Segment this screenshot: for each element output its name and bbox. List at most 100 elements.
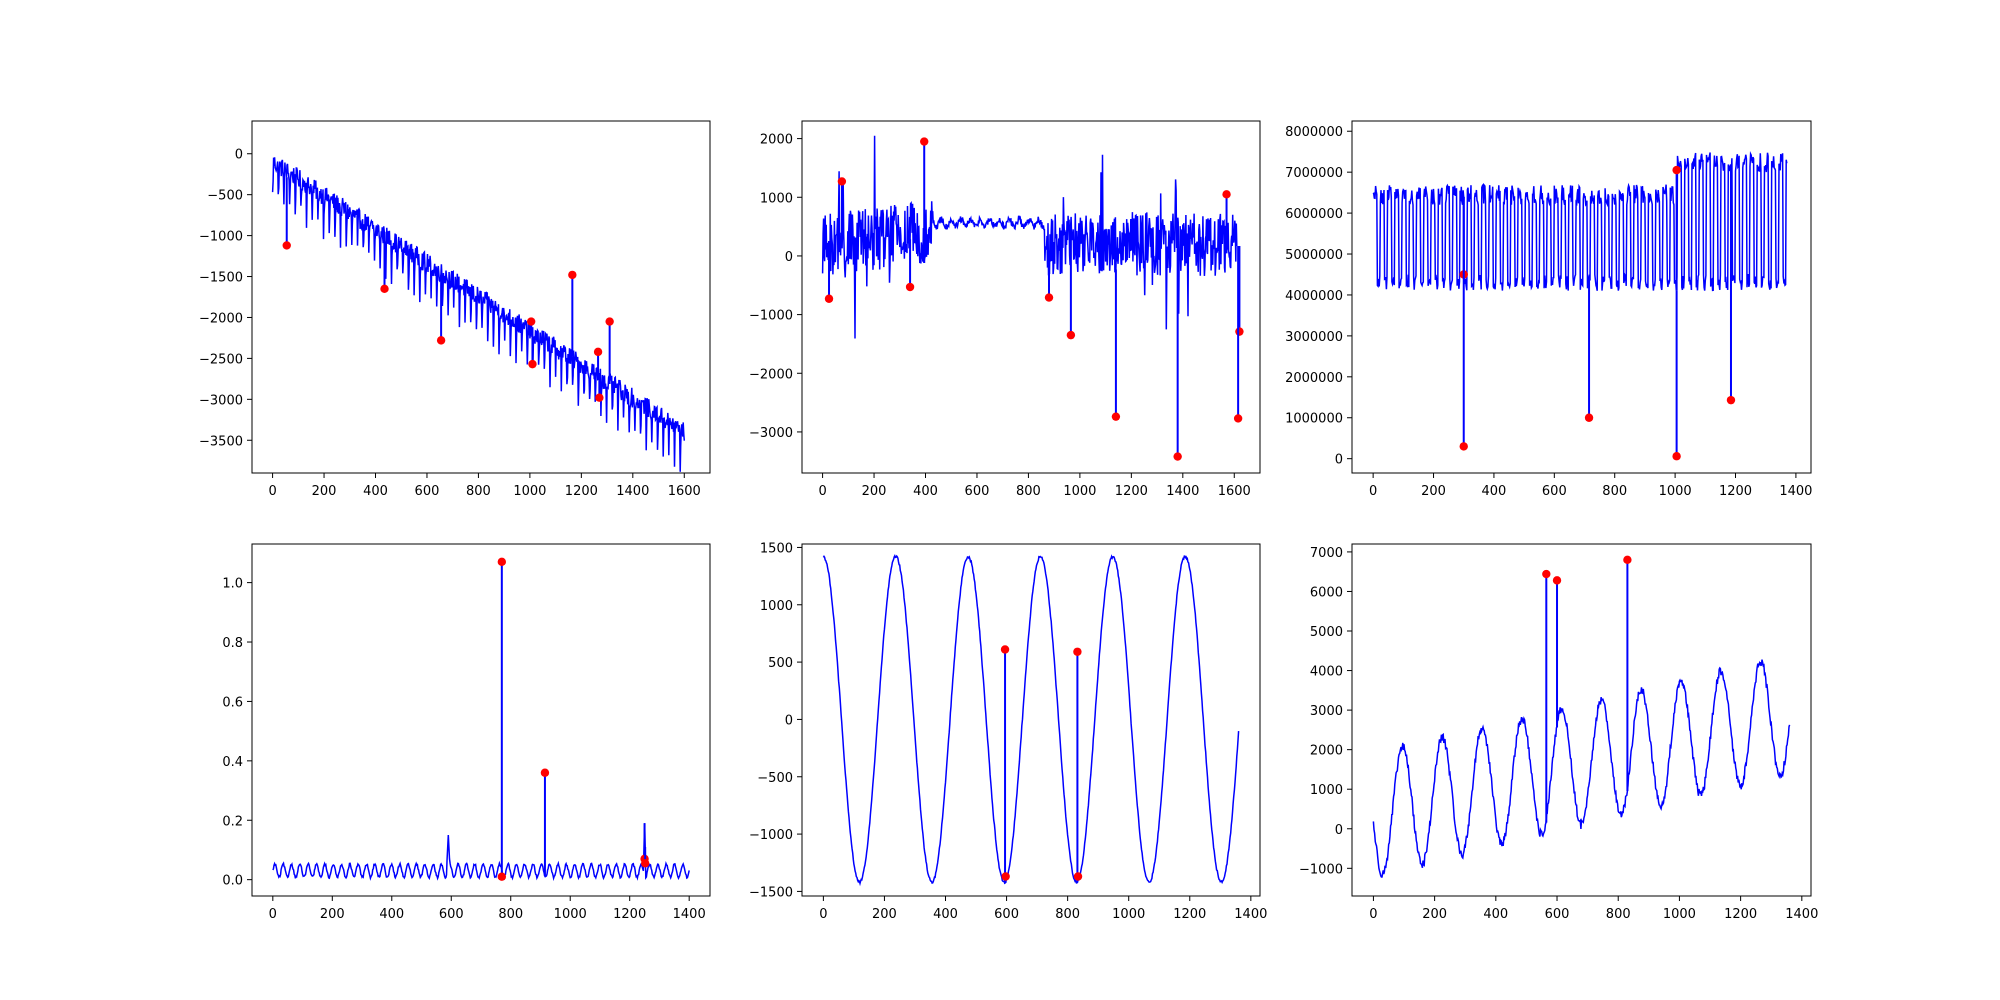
anomaly-marker — [436, 336, 446, 345]
y-tick-label: 2000 — [1310, 744, 1343, 759]
anomaly-marker — [1235, 327, 1244, 336]
y-tick-label: −500 — [207, 189, 243, 204]
x-tick-label: 0 — [269, 907, 277, 922]
anomaly-marker — [528, 359, 537, 369]
anomaly-marker — [593, 347, 603, 357]
y-tick-label: 3000 — [1310, 704, 1343, 719]
y-tick-label: −1000 — [199, 230, 243, 245]
y-tick-label: 1000 — [1310, 783, 1343, 798]
x-tick-label: 0 — [819, 907, 827, 922]
x-tick-label: 800 — [498, 907, 523, 922]
anomaly-marker — [1584, 413, 1594, 422]
x-tick-label: 200 — [320, 907, 345, 922]
x-tick-label: 1400 — [673, 907, 706, 922]
series-line — [1372, 659, 1791, 878]
series-line — [272, 823, 690, 882]
subplot-5: 0 200 400 600 800 1000 1200 1400 1500 1000 500 0 −50… — [749, 541, 1267, 922]
anomaly-marker — [640, 859, 650, 868]
x-tick-label: 200 — [312, 484, 337, 499]
y-tick-label: −2500 — [199, 352, 243, 367]
y-tick-label: 1000000 — [1285, 412, 1343, 427]
y-tick-label: −3000 — [749, 426, 793, 441]
y-tick-label: 1.0 — [222, 577, 243, 592]
y-tick-label: 0.6 — [222, 695, 243, 710]
anomaly-marker — [920, 137, 929, 146]
y-tick-label: −1000 — [1299, 862, 1343, 877]
x-tick-label: 600 — [994, 907, 1019, 922]
y-tick-label: 7000 — [1310, 546, 1343, 561]
x-tick-label: 1400 — [616, 484, 649, 499]
axes-frame — [801, 543, 1261, 897]
x-tick-label: 600 — [965, 484, 990, 499]
y-tick-label: 1000 — [760, 599, 793, 614]
y-tick-label: −2000 — [199, 311, 243, 326]
axes-frame — [801, 120, 1261, 474]
x-tick-label: 1200 — [1719, 484, 1752, 499]
y-tick-label: −2000 — [749, 367, 793, 382]
anomaly-marker — [568, 270, 577, 280]
y-tick-label: 6000 — [1310, 585, 1343, 600]
anomaly-marker — [1000, 645, 1010, 654]
y-tick-label: 4000000 — [1285, 289, 1343, 304]
y-tick-label: −1500 — [749, 885, 793, 900]
x-tick-label: 400 — [363, 484, 388, 499]
anomaly-marker — [1073, 872, 1083, 881]
x-tick-label: 0 — [1369, 907, 1377, 922]
y-tick-label: 0 — [235, 148, 243, 163]
y-tick-label: −500 — [757, 771, 793, 786]
anomaly-marker — [1173, 452, 1182, 461]
y-tick-label: 0.0 — [222, 874, 243, 889]
y-tick-label: −3500 — [199, 434, 243, 449]
x-tick-label: 200 — [862, 484, 887, 499]
x-tick-label: 600 — [415, 484, 440, 499]
y-tick-label: 1000 — [760, 191, 793, 206]
y-tick-label: 7000000 — [1285, 166, 1343, 181]
series-line — [271, 157, 686, 472]
y-tick-label: 0 — [785, 713, 793, 728]
x-tick-label: 800 — [1016, 484, 1041, 499]
x-tick-label: 800 — [1606, 907, 1631, 922]
x-tick-label: 1600 — [1218, 484, 1251, 499]
y-tick-label: 0 — [1335, 823, 1343, 838]
x-tick-label: 1000 — [513, 484, 546, 499]
x-tick-label: 600 — [439, 907, 464, 922]
x-tick-label: 600 — [1542, 484, 1567, 499]
anomaly-marker — [380, 284, 389, 294]
x-tick-label: 0 — [1369, 484, 1377, 499]
anomaly-marker — [1542, 569, 1551, 579]
anomaly-marker — [605, 317, 614, 326]
y-tick-label: 1500 — [760, 541, 793, 556]
subplot-2: 0 200 400 600 800 1000 1200 1400 1600 2000 1000 0 −1… — [749, 120, 1261, 499]
y-tick-label: 3000000 — [1285, 330, 1343, 345]
series-line — [1372, 151, 1788, 292]
x-tick-label: 200 — [1422, 907, 1447, 922]
y-tick-label: 4000 — [1310, 665, 1343, 680]
x-tick-label: 1200 — [1115, 484, 1148, 499]
x-tick-label: 1200 — [565, 484, 598, 499]
axes-frame — [251, 543, 711, 897]
x-tick-label: 1400 — [1785, 907, 1818, 922]
anomaly-marker — [540, 768, 550, 777]
x-tick-label: 400 — [1482, 484, 1507, 499]
y-tick-label: 0.2 — [222, 814, 243, 829]
anomaly-marker — [497, 557, 507, 567]
x-tick-label: 0 — [268, 484, 276, 499]
y-tick-label: 5000000 — [1285, 248, 1343, 263]
y-tick-label: 0.4 — [222, 755, 243, 770]
x-tick-label: 800 — [1055, 907, 1080, 922]
x-tick-label: 0 — [818, 484, 826, 499]
y-tick-label: 6000000 — [1285, 207, 1343, 222]
x-tick-label: 1400 — [1779, 484, 1812, 499]
x-tick-label: 1000 — [1063, 484, 1096, 499]
anomaly-marker — [1552, 576, 1562, 585]
x-tick-label: 800 — [1602, 484, 1627, 499]
x-tick-label: 1200 — [613, 907, 646, 922]
y-tick-label: 2000000 — [1285, 371, 1343, 386]
x-tick-label: 200 — [872, 907, 897, 922]
x-tick-label: 1200 — [1173, 907, 1206, 922]
anomaly-marker — [497, 872, 507, 881]
anomaly-marker — [1672, 452, 1681, 461]
x-tick-label: 600 — [1545, 907, 1570, 922]
anomaly-marker — [1726, 395, 1736, 405]
